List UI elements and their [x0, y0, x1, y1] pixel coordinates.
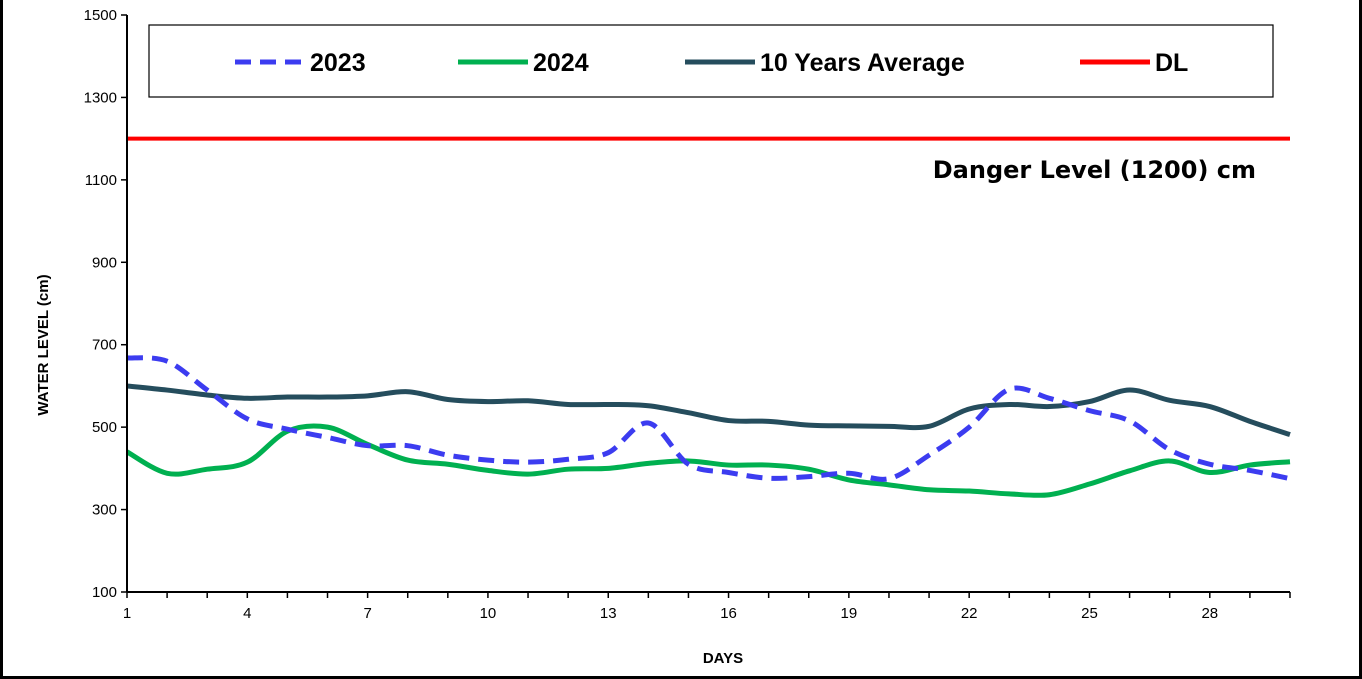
y-tick-label: 300: [92, 502, 117, 519]
y-tick-label: 500: [92, 419, 117, 436]
legend: 2023 2024 10 Years Average DL: [148, 24, 1274, 98]
x-axis-title: DAYS: [703, 650, 743, 667]
x-tick-label: 19: [841, 605, 858, 622]
x-tick-label: 1: [123, 605, 131, 622]
y-tick-label: 900: [92, 254, 117, 271]
legend-items: 2023 2024 10 Years Average DL: [235, 49, 1188, 77]
x-tick-label: 13: [600, 605, 617, 622]
legend-label-2024: 2024: [533, 49, 589, 77]
x-tick-label: 16: [720, 605, 737, 622]
ticks-layer: 100 300 500 700 900 1100 1300 1500 1 4 7 10 13 16 19 22…: [84, 7, 1291, 622]
x-tick-label: 10: [480, 605, 497, 622]
axes-layer: [126, 15, 1290, 593]
y-tick-label: 1300: [84, 89, 117, 106]
x-tick-label: 25: [1081, 605, 1098, 622]
x-tick-label: 28: [1201, 605, 1218, 622]
legend-label-dl: DL: [1155, 49, 1188, 77]
x-tick-label: 4: [243, 605, 251, 622]
legend-label-2023: 2023: [310, 49, 366, 77]
series-line-2024: [125, 423, 1291, 498]
series-line-10-years-average: [126, 383, 1291, 437]
y-tick-label: 700: [92, 337, 117, 354]
series-line-2023: [126, 355, 1291, 482]
legend-label-10-years-average: 10 Years Average: [760, 49, 965, 77]
y-tick-label: 1500: [84, 7, 117, 24]
x-tick-label: 7: [363, 605, 371, 622]
y-axis-title: WATER LEVEL (cm): [35, 274, 52, 415]
danger-level-annotation: Danger Level (1200) cm: [933, 156, 1256, 184]
x-tick-label: 22: [961, 605, 978, 622]
series-layer: [125, 136, 1291, 498]
y-tick-label: 1100: [85, 172, 117, 189]
y-tick-label: 100: [92, 584, 117, 601]
